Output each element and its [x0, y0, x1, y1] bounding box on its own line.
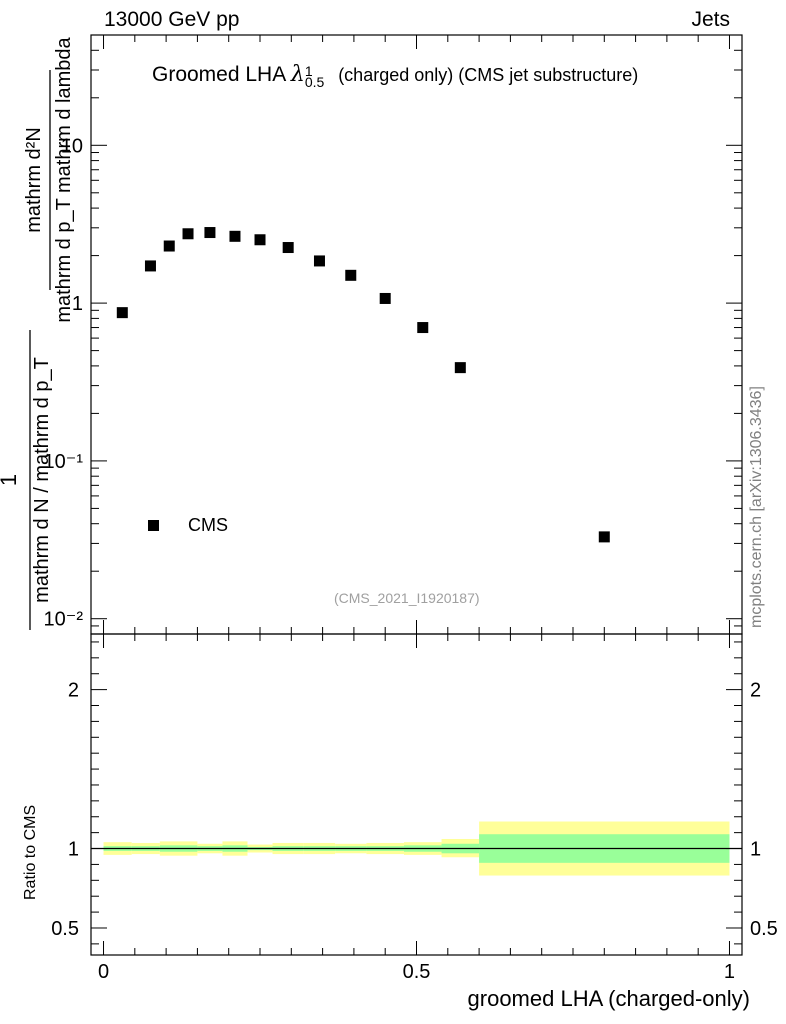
data-point: [282, 242, 294, 254]
y-label-denominator: mathrm d p_T mathrm d lambda: [53, 36, 75, 322]
watermark: mcplots.cern.ch [arXiv:1306.3436]: [748, 386, 765, 628]
data-point: [454, 362, 466, 374]
title-suffix: (charged only) (CMS jet substructure): [338, 65, 639, 85]
data-point: [116, 307, 128, 319]
ratio-y-tick-label-right: 2: [750, 680, 761, 702]
y-tick-label: 10⁻¹: [44, 451, 84, 473]
data-point: [182, 228, 194, 240]
data-point: [254, 234, 266, 246]
process-label: Jets: [691, 8, 730, 31]
title-main: Groomed LHA: [152, 63, 286, 86]
legend-marker-cms: [148, 520, 159, 531]
y-tick-label: 1: [72, 293, 83, 315]
y-tick-label: 10: [61, 135, 83, 157]
data-point: [598, 531, 610, 543]
x-tick-label: 0.5: [403, 961, 431, 983]
data-point: [144, 260, 156, 272]
plot-title: Groomed LHA λ 1 0.5 (charged only) (CMS je…: [152, 62, 639, 90]
data-point: [204, 227, 216, 239]
title-symbol: λ: [290, 62, 305, 87]
beam-energy-label: 13000 GeV pp: [104, 8, 240, 31]
title-subscript: 0.5: [304, 74, 325, 90]
y-label-prefix-numerator: 1: [0, 474, 21, 486]
title-indices: 1 0.5: [304, 63, 325, 90]
ratio-y-tick-label-left: 1: [68, 839, 79, 861]
data-point: [417, 322, 429, 334]
x-tick-label: 0: [98, 961, 109, 983]
ratio-y-tick-label-right: 0.5: [750, 918, 778, 940]
y-label-prefix-denominator: mathrm d N / mathrm d p_T: [31, 357, 53, 603]
x-axis-label: groomed LHA (charged-only): [467, 986, 750, 1011]
legend-entry-cms: CMS: [188, 515, 228, 535]
title-superscript: 1: [304, 63, 313, 79]
data-point: [379, 292, 391, 304]
data-point: [229, 230, 241, 242]
data-point: [345, 269, 357, 281]
ratio-plot-panel: 0 0.5 1 0.5 0.5 1 1 2 2: [51, 633, 778, 983]
data-point: [163, 240, 175, 252]
data-point: [313, 255, 325, 267]
main-y-axis-label: mathrm d²N mathrm d p_T mathrm d lambda 1m…: [0, 36, 75, 630]
ratio-y-tick-label-right: 1: [750, 839, 761, 861]
x-tick-label: 1: [724, 961, 735, 983]
ratio-frame: [90, 633, 743, 956]
y-tick-label: 10⁻²: [44, 609, 84, 631]
ratio-y-tick-label-left: 0.5: [51, 918, 79, 940]
y-label-numerator: mathrm d²N: [23, 127, 45, 233]
analysis-tag: (CMS_2021_I1920187): [334, 590, 480, 606]
main-frame: [90, 34, 743, 635]
main-plot-panel: 10⁻² 10⁻¹ 1 10 mathrm d²N mathrm d p_T mathrm…: [0, 34, 743, 635]
ratio-y-tick-label-left: 2: [68, 680, 79, 702]
ratio-y-axis-label: Ratio to CMS: [22, 804, 39, 900]
